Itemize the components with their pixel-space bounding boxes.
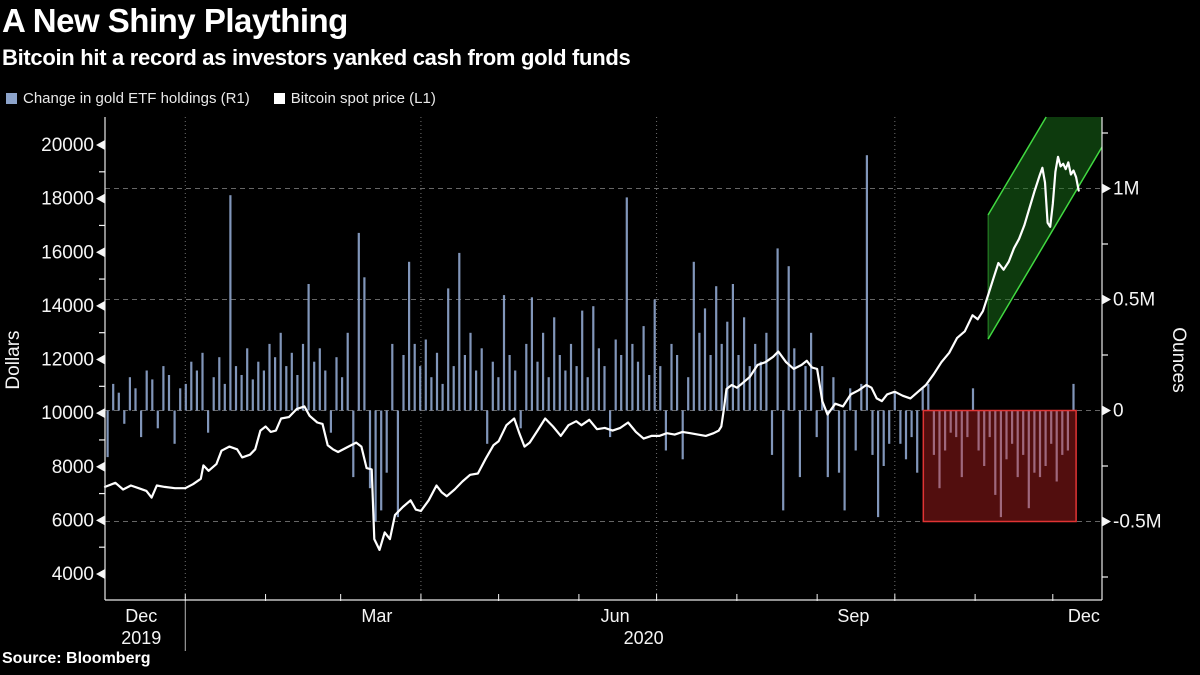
legend-item-bitcoin: Bitcoin spot price (L1): [273, 90, 436, 107]
x-axis-month-label: Dec: [125, 606, 157, 626]
left-axis: 4000 6000 8000 10000 12000 14000 16000 18000 200…: [41, 117, 106, 600]
left-axis-tick-label: 12000: [41, 350, 94, 371]
bitcoin-legend-label: Bitcoin spot price (L1): [290, 90, 436, 107]
left-axis-tick-label: 20000: [41, 135, 94, 156]
left-axis-tick-label: 6000: [52, 510, 94, 531]
right-axis-tick-label: 1M: [1113, 179, 1139, 200]
red-outflow-box: [922, 409, 1077, 523]
right-axis: -0.5M 0 0.5M 1M: [1101, 117, 1162, 600]
x-axis-month-label: Mar: [361, 606, 392, 626]
left-axis-tick-label: 16000: [41, 242, 94, 263]
left-axis-tick-label: 14000: [41, 296, 94, 317]
left-axis-tick-label: 18000: [41, 189, 94, 210]
right-axis-tick-label: 0.5M: [1113, 290, 1155, 311]
gold-etf-legend-swatch: [6, 93, 17, 104]
green-uptrend-channel: [987, 116, 1103, 340]
bitcoin-legend-swatch: [273, 93, 285, 104]
page-title: A New Shiny Plaything: [2, 2, 348, 39]
legend: Change in gold ETF holdings (R1) Bitcoin…: [6, 90, 436, 107]
x-axis-month-label: Sep: [837, 606, 869, 626]
right-axis-tick-label: -0.5M: [1113, 512, 1162, 533]
bitcoin-line: [103, 155, 1080, 551]
x-axis-year-label: 2020: [624, 628, 664, 648]
gridlines: [105, 117, 1102, 600]
x-axis-year-label: 2019: [121, 628, 161, 648]
source-label: Source: Bloomberg: [2, 650, 151, 667]
gold-etf-legend-label: Change in gold ETF holdings (R1): [23, 90, 250, 107]
left-axis-tick-label: 4000: [52, 564, 94, 585]
x-axis-month-label: Dec: [1068, 606, 1100, 626]
x-axis-month-label: Jun: [601, 606, 630, 626]
legend-item-gold-etf: Change in gold ETF holdings (R1): [6, 90, 250, 107]
left-axis-tick-label: 10000: [41, 403, 94, 424]
right-axis-tick-label: 0: [1113, 401, 1124, 422]
left-axis-tick-label: 8000: [52, 457, 94, 478]
page-subtitle: Bitcoin hit a record as investors yanked…: [2, 45, 631, 70]
gold-etf-bars: [106, 155, 1075, 522]
